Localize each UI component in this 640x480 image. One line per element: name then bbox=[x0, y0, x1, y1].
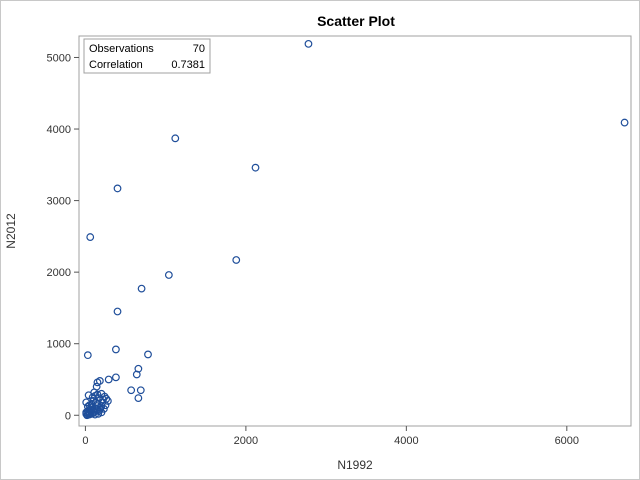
data-point bbox=[93, 378, 102, 387]
data-point bbox=[134, 394, 143, 402]
data-points bbox=[82, 39, 629, 420]
data-point bbox=[83, 351, 92, 360]
y-tick-label: 3000 bbox=[47, 196, 71, 208]
data-point bbox=[136, 386, 145, 395]
x-tick-label: 0 bbox=[82, 435, 88, 447]
data-point bbox=[104, 375, 113, 384]
data-point bbox=[83, 402, 92, 411]
data-point bbox=[97, 402, 106, 410]
data-point bbox=[112, 345, 120, 354]
data-point bbox=[144, 350, 152, 359]
y-tick-label: 0 bbox=[65, 410, 71, 422]
chart-title: Scatter Plot bbox=[317, 13, 395, 29]
data-point bbox=[171, 134, 180, 143]
plot-area bbox=[78, 35, 632, 427]
data-point bbox=[113, 307, 122, 316]
data-point bbox=[113, 184, 122, 193]
correlation-value: 0.7381 bbox=[171, 59, 205, 71]
data-point bbox=[90, 388, 99, 397]
y-tick-label: 5000 bbox=[47, 52, 71, 64]
data-point bbox=[127, 386, 136, 395]
y-tick-label: 1000 bbox=[47, 339, 71, 351]
y-axis-label: N2012 bbox=[4, 213, 18, 249]
data-point bbox=[251, 163, 260, 172]
data-point bbox=[232, 256, 241, 264]
observations-value: 70 bbox=[193, 43, 205, 55]
data-point bbox=[102, 394, 111, 403]
observations-label: Observations bbox=[89, 43, 154, 55]
x-tick-label: 4000 bbox=[394, 435, 418, 447]
y-tick-label: 4000 bbox=[47, 124, 71, 136]
data-point bbox=[86, 233, 95, 241]
x-tick-label: 6000 bbox=[555, 435, 579, 447]
stats-inset-box bbox=[83, 38, 211, 74]
x-tick-label: 2000 bbox=[234, 435, 258, 447]
data-point bbox=[92, 406, 101, 415]
data-point bbox=[164, 271, 173, 279]
data-point bbox=[137, 284, 146, 293]
stats-inset: Observations 70 Correlation 0.7381 bbox=[83, 38, 211, 74]
data-point bbox=[132, 370, 141, 379]
correlation-label: Correlation bbox=[89, 59, 143, 71]
data-point bbox=[103, 397, 112, 405]
data-point bbox=[620, 118, 629, 127]
data-point bbox=[112, 373, 120, 382]
data-point bbox=[304, 39, 313, 48]
data-point bbox=[85, 401, 94, 410]
x-axis: 0 2000 4000 6000 bbox=[82, 426, 579, 447]
y-tick-label: 2000 bbox=[47, 267, 71, 279]
data-point bbox=[82, 409, 91, 418]
x-axis-label: N1992 bbox=[337, 458, 373, 472]
y-axis: 0 1000 2000 3000 4000 5000 bbox=[47, 52, 79, 422]
